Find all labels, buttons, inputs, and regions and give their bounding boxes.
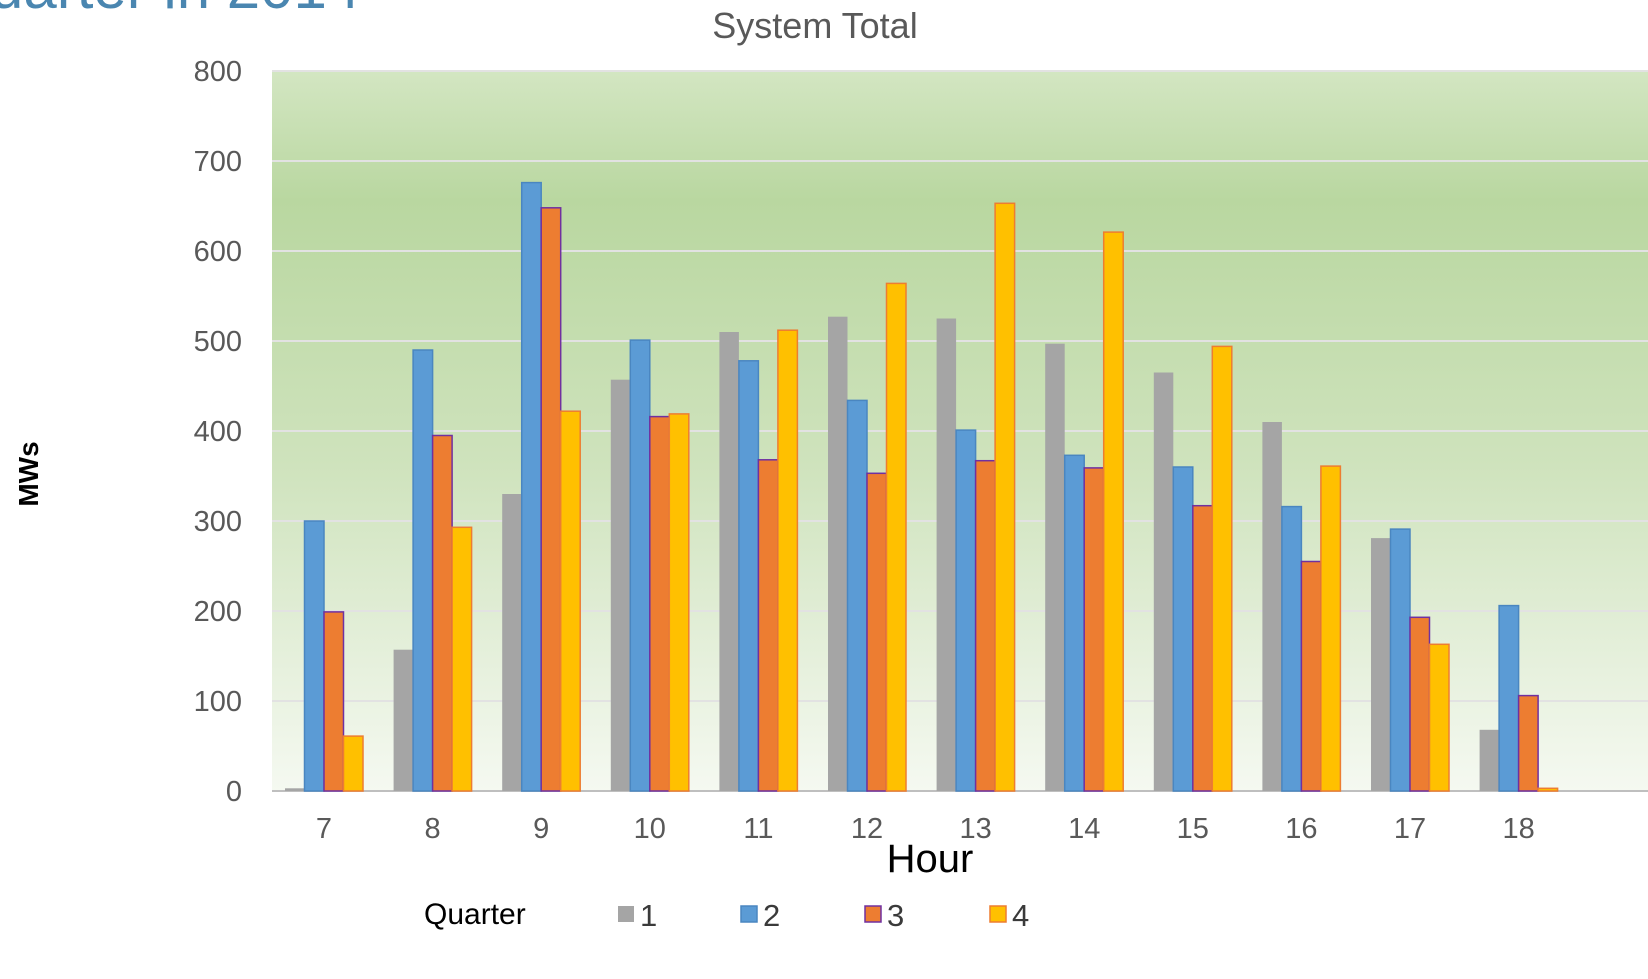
bar-q4-h7 — [342, 735, 364, 792]
x-tick-label: 12 — [851, 813, 883, 845]
bar-q3-h17 — [1409, 616, 1431, 792]
bar-q2-h9 — [520, 181, 542, 792]
bar-q1-h10 — [610, 379, 631, 791]
bar-q2-h8 — [412, 349, 434, 792]
bar-q4-h15 — [1211, 345, 1233, 792]
legend-title: Quarter — [424, 898, 526, 931]
bar-q2-h18 — [1498, 604, 1520, 792]
bar-q3-h16 — [1300, 560, 1322, 792]
bar-q1-h17 — [1371, 538, 1391, 791]
bar-q2-h7 — [303, 520, 325, 792]
bar-q3-h7 — [323, 611, 345, 792]
x-tick-label: 11 — [743, 813, 773, 845]
x-tick-label: 17 — [1394, 813, 1426, 845]
bar-q4-h10 — [668, 413, 690, 792]
bar-q1-h9 — [502, 494, 522, 791]
legend-swatch-2 — [740, 905, 758, 923]
bar-q4-h12 — [885, 282, 907, 792]
bar-q2-h15 — [1172, 466, 1194, 792]
legend-swatch-4 — [989, 905, 1007, 923]
bar-q3-h9 — [540, 207, 562, 792]
bar-q2-h16 — [1281, 505, 1303, 792]
bar-q4-h17 — [1428, 643, 1450, 792]
x-tick-label: 14 — [1068, 813, 1100, 845]
x-tick-label: 18 — [1502, 813, 1534, 845]
y-tick-label: 400 — [194, 416, 242, 448]
y-tick-label: 700 — [194, 146, 242, 178]
y-tick-label: 100 — [194, 686, 242, 718]
x-axis-ticks: 7 8 9 10 11 12 13 14 15 16 17 18 — [316, 813, 1535, 845]
bar-q4-h18 — [1537, 787, 1559, 792]
bar-q3-h18 — [1517, 694, 1539, 792]
bar-q1-h18 — [1479, 729, 1500, 791]
x-tick-label: 15 — [1177, 813, 1209, 845]
x-tick-label: 7 — [316, 813, 332, 845]
bar-q1-h13 — [936, 318, 957, 791]
y-tick-label: 300 — [194, 506, 242, 538]
legend-label-1: 1 — [640, 898, 657, 933]
x-axis-title: Hour — [887, 837, 974, 881]
bar-q3-h10 — [649, 415, 671, 792]
bar-q4-h9 — [559, 410, 581, 792]
x-tick-label: 13 — [959, 813, 991, 845]
y-tick-label: 0 — [226, 776, 242, 808]
legend-swatch-1 — [618, 906, 634, 922]
legend: Quarter 1 2 3 4 — [424, 898, 1029, 933]
y-axis-title: MWs — [13, 441, 44, 506]
bar-q1-h8 — [393, 649, 414, 791]
bar-q1-h14 — [1045, 343, 1065, 791]
y-tick-label: 500 — [194, 326, 242, 358]
y-axis-ticks: 0 100 200 300 400 500 600 700 800 — [194, 56, 242, 808]
x-tick-label: 10 — [634, 813, 666, 845]
bar-q1-h7 — [285, 788, 305, 791]
legend-label-3: 3 — [887, 898, 904, 933]
x-tick-label: 8 — [425, 813, 441, 845]
bar-q2-h13 — [955, 429, 977, 792]
header-fragment: uarter in 2014 — [0, 0, 360, 21]
legend-label-4: 4 — [1012, 898, 1029, 933]
x-tick-label: 16 — [1285, 813, 1317, 845]
y-tick-label: 800 — [194, 56, 242, 88]
bar-q3-h11 — [757, 459, 779, 792]
bar-q1-h12 — [828, 316, 848, 791]
bar-q4-h16 — [1320, 465, 1342, 792]
bar-q2-h10 — [629, 339, 651, 792]
bar-q3-h13 — [974, 459, 996, 792]
bar-q2-h17 — [1389, 528, 1411, 792]
chart-title: System Total — [712, 5, 917, 46]
bar-q1-h15 — [1153, 372, 1174, 791]
legend-label-2: 2 — [763, 898, 780, 933]
bar-q1-h16 — [1262, 422, 1282, 791]
bar-q3-h14 — [1083, 467, 1105, 792]
bar-q3-h15 — [1192, 504, 1214, 792]
bar-q4-h8 — [451, 526, 473, 792]
bar-q2-h14 — [1063, 454, 1085, 792]
bars — [285, 181, 1559, 792]
legend-swatch-3 — [864, 905, 882, 923]
bar-q4-h14 — [1102, 231, 1124, 792]
bar-q3-h8 — [431, 434, 453, 792]
y-tick-label: 600 — [194, 236, 242, 268]
bar-q3-h12 — [866, 472, 888, 792]
x-tick-label: 9 — [533, 813, 549, 845]
bar-q4-h11 — [777, 329, 799, 792]
bar-q4-h13 — [994, 202, 1016, 792]
y-tick-label: 200 — [194, 596, 242, 628]
bar-q2-h11 — [738, 360, 760, 792]
bar-q1-h11 — [719, 332, 739, 791]
bar-q2-h12 — [846, 399, 868, 792]
